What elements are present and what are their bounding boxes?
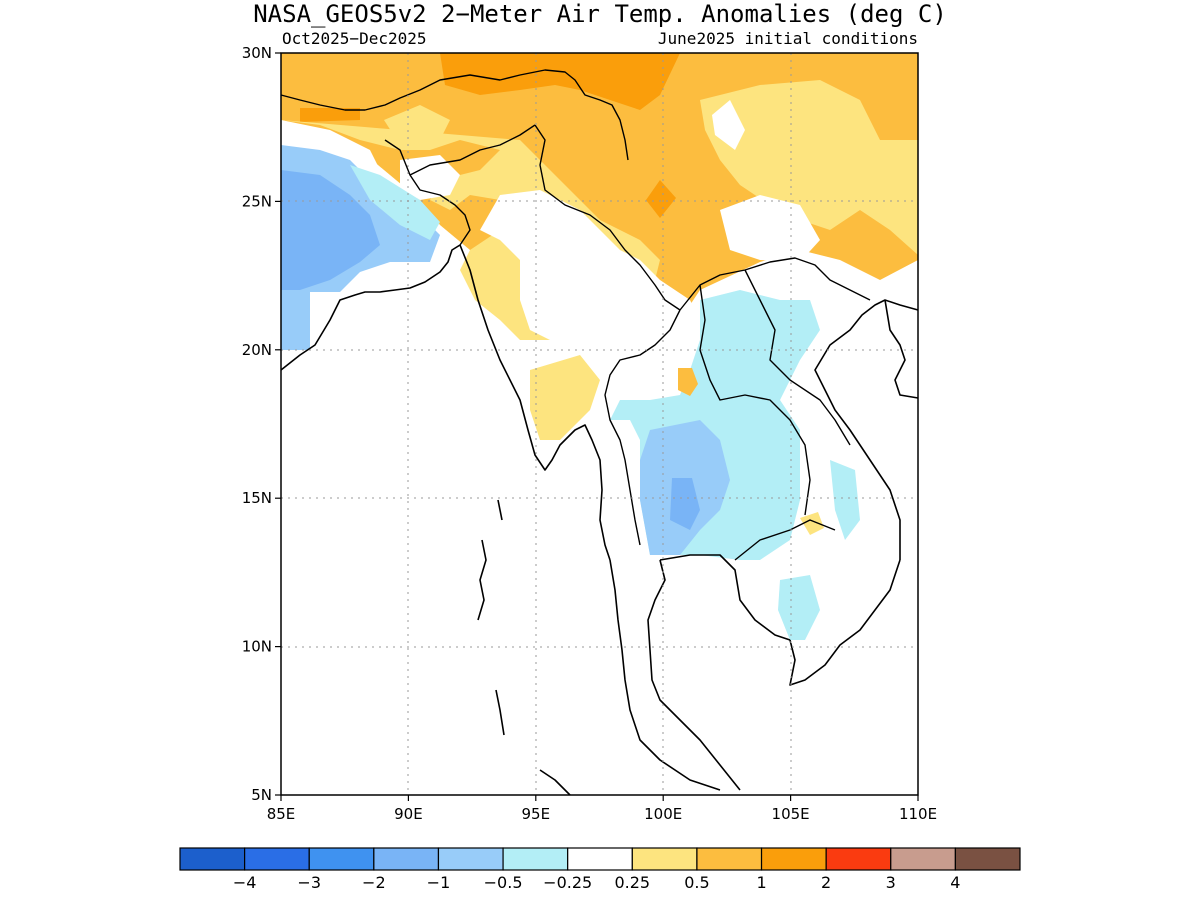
colorbar-swatch: [308, 847, 375, 871]
country-borders: [280, 69, 871, 561]
gulf-thailand-coastline: [647, 559, 741, 791]
colorbar-swatch: [437, 847, 504, 871]
laos-thai-border: [699, 284, 811, 516]
map-frame: [280, 52, 919, 796]
lat-tick-label: 30N: [242, 44, 272, 62]
myanmar-thai-border: [604, 309, 681, 546]
vietnam-coast: [814, 299, 919, 560]
colorbar-swatch: [825, 847, 892, 871]
colorbar-label: −1: [427, 873, 451, 892]
laos-vietnam-border: [744, 269, 851, 446]
andaman-islands-2: [497, 499, 503, 521]
cool-anomaly-region-dark: [281, 170, 380, 290]
colorbar-swatch: [244, 847, 310, 871]
cambodia-border: [734, 519, 836, 561]
gulf-inner-coast: [659, 554, 791, 641]
colorbar-label: 1: [756, 873, 766, 892]
neutral-region: [720, 195, 820, 262]
colorbar-label: −3: [297, 873, 321, 892]
cool-anomaly-region-dark: [670, 478, 700, 530]
colorbar-swatch: [954, 847, 1021, 871]
lon-tick-label: 90E: [394, 805, 423, 823]
colorbar-label: −2: [362, 873, 386, 892]
colorbar-swatch: [373, 847, 440, 871]
warm-anomaly-spot: [678, 368, 698, 396]
cool-light-region: [778, 575, 820, 640]
cool-light-region: [350, 165, 440, 240]
lon-tick-label: 105E: [772, 805, 810, 823]
colorbar-swatch: [502, 847, 569, 871]
lon-tick-label: 100E: [644, 805, 682, 823]
neutral-region: [400, 155, 460, 200]
himalaya-border: [280, 69, 629, 161]
laos-border: [679, 257, 871, 311]
valid-period-label: Oct2025−Dec2025: [282, 29, 427, 48]
strong-warm-spot: [646, 180, 676, 218]
myanmar-coastline: [459, 244, 611, 561]
colorbar-swatch: [567, 847, 633, 871]
map-title: NASA_GEOS5v2 2−Meter Air Temp. Anomalies…: [253, 0, 947, 28]
colorbar-label: −4: [233, 873, 257, 892]
china-coast: [884, 299, 919, 399]
india-coastline: [280, 244, 461, 371]
strong-warm-spot: [300, 108, 360, 122]
lat-tick-label: 15N: [242, 489, 272, 507]
neutral-region: [480, 190, 700, 355]
longitude-axis: 85E 90E 95E 100E 105E 110E: [267, 795, 937, 823]
nicobar-islands: [495, 689, 505, 736]
myanmar-china-border: [534, 124, 681, 311]
warm-anomaly-spot: [800, 512, 824, 535]
vietnam-south-coast: [789, 559, 901, 686]
colorbar-swatch: [179, 847, 246, 871]
colorbar-swatch: [760, 847, 827, 871]
anomaly-shading: [281, 53, 918, 640]
colorbar: −4 −3 −2 −1 −0.5 −0.25 0.25 0.5 1 2 3 4: [179, 847, 1021, 892]
initial-conditions-label: June2025 initial conditions: [658, 29, 918, 48]
lon-tick-label: 95E: [522, 805, 551, 823]
sumatra-tip: [539, 769, 571, 796]
colorbar-label: 3: [886, 873, 896, 892]
coastlines: [280, 244, 919, 796]
lat-tick-label: 20N: [242, 341, 272, 359]
lat-tick-label: 10N: [242, 638, 272, 656]
lat-tick-label: 5N: [251, 786, 272, 804]
colorbar-label: 0.5: [684, 873, 709, 892]
neutral-region: [281, 120, 380, 170]
colorbar-swatch: [696, 847, 763, 871]
light-warm-region: [700, 80, 918, 255]
cool-light-region: [830, 460, 860, 540]
colorbar-label: −0.25: [543, 873, 592, 892]
lon-tick-label: 85E: [267, 805, 296, 823]
graticule: [281, 53, 918, 795]
light-warm-region: [384, 105, 450, 145]
colorbar-label: −0.5: [484, 873, 523, 892]
colorbar-label: 2: [821, 873, 831, 892]
neutral-region: [712, 100, 745, 150]
lat-tick-label: 25N: [242, 192, 272, 210]
light-warm-region: [530, 355, 600, 440]
colorbar-swatch: [890, 847, 956, 871]
colorbar-label: 0.25: [614, 873, 650, 892]
colorbar-swatch: [631, 847, 698, 871]
strong-warm-region: [440, 53, 680, 110]
lon-tick-label: 110E: [899, 805, 937, 823]
colorbar-label: 4: [950, 873, 960, 892]
bangladesh-east: [409, 124, 536, 176]
latitude-axis: 5N 10N 15N 20N 25N 30N: [242, 44, 281, 804]
peninsula-coastline: [609, 559, 721, 791]
andaman-islands: [477, 539, 487, 621]
bangladesh-border: [384, 139, 471, 246]
